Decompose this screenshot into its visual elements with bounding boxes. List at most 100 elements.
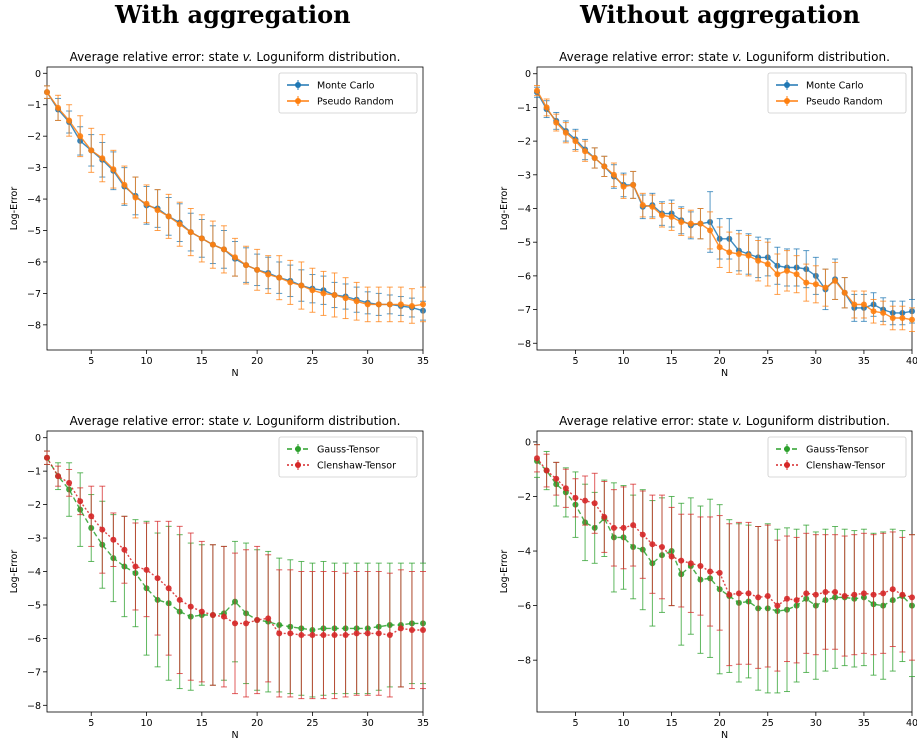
data-point: [143, 200, 150, 207]
y-tick-label: −5: [27, 226, 41, 237]
data-point: [803, 590, 810, 597]
data-point: [154, 207, 161, 214]
legend-marker: [784, 446, 790, 452]
data-point: [331, 632, 338, 639]
left-column-title: With aggregation: [115, 0, 351, 29]
x-tick-label: 10: [617, 356, 629, 367]
legend-marker: [784, 98, 790, 104]
data-point: [668, 213, 675, 220]
x-tick-label: 15: [196, 356, 208, 367]
legend-label: Gauss-Tensor: [317, 445, 379, 456]
chart-panel-bottom-left: Average relative error: state v. Logunif…: [9, 414, 429, 741]
data-point: [320, 290, 327, 297]
data-point: [553, 475, 560, 482]
data-point: [649, 541, 656, 548]
x-tick-label: 30: [362, 356, 374, 367]
data-point: [591, 154, 598, 161]
y-tick-label: −2: [27, 132, 41, 143]
data-point: [726, 591, 733, 598]
x-tick-label: 5: [88, 356, 94, 367]
data-point: [572, 494, 579, 501]
x-tick-label: 10: [140, 356, 152, 367]
x-axis-label: N: [231, 730, 238, 741]
y-tick-label: −6: [27, 634, 41, 645]
data-point: [909, 594, 915, 601]
y-tick-label: −4: [517, 204, 531, 215]
series-pseudo-random: [44, 85, 426, 324]
data-point: [832, 588, 839, 595]
y-tick-label: −8: [27, 320, 41, 331]
data-point: [198, 235, 205, 242]
data-point: [639, 202, 646, 209]
data-point: [899, 591, 906, 598]
data-point: [88, 147, 95, 154]
legend-marker: [295, 98, 301, 104]
data-point: [841, 289, 848, 296]
data-point: [276, 274, 283, 281]
data-point: [774, 271, 781, 278]
data-point: [375, 301, 382, 308]
x-tick-label: 30: [810, 356, 822, 367]
data-point: [132, 563, 139, 570]
y-tick-label: −3: [27, 163, 41, 174]
data-point: [353, 630, 360, 637]
data-point: [408, 302, 415, 309]
data-point: [860, 590, 867, 597]
data-point: [707, 227, 714, 234]
y-tick-label: −1: [27, 467, 41, 478]
data-point: [420, 301, 426, 308]
y-tick-label: −4: [27, 195, 41, 206]
data-point: [55, 473, 62, 480]
legend-box: [767, 436, 907, 478]
data-point: [187, 229, 194, 236]
x-axis-label: N: [721, 730, 728, 741]
x-tick-label: 35: [858, 718, 870, 729]
right-column-title: Without aggregation: [580, 0, 861, 29]
legend-label: Pseudo Random: [317, 97, 394, 108]
data-point: [397, 301, 404, 308]
data-point: [309, 287, 316, 294]
x-tick-label: 30: [362, 718, 374, 729]
y-tick-label: −2: [517, 137, 531, 148]
legend-label: Gauss-Tensor: [806, 445, 868, 456]
data-point: [784, 595, 790, 602]
data-point: [784, 267, 790, 274]
data-point: [812, 591, 819, 598]
data-point: [364, 630, 371, 637]
x-tick-label: 40: [906, 356, 917, 367]
chart-panel-top-right: Average relative error: state v. Logunif…: [499, 50, 917, 379]
data-point: [66, 479, 73, 486]
data-point: [562, 129, 569, 136]
data-point: [659, 543, 665, 550]
x-tick-label: 20: [714, 356, 726, 367]
x-tick-label: 25: [762, 718, 774, 729]
data-point: [909, 316, 915, 323]
data-point: [66, 117, 73, 124]
data-point: [774, 602, 781, 609]
legend-label: Pseudo Random: [806, 97, 883, 108]
series-line: [536, 91, 913, 314]
data-point: [803, 279, 810, 286]
data-point: [77, 133, 84, 140]
data-point: [678, 557, 685, 564]
data-point: [764, 593, 771, 600]
chart-title-part: v.: [243, 414, 253, 428]
chart-panel-bottom-right: Average relative error: state v. Logunif…: [499, 414, 917, 741]
data-point: [99, 526, 106, 533]
x-tick-label: 10: [617, 718, 629, 729]
chart-title-part: Average relative error: state: [70, 50, 243, 64]
x-tick-label: 35: [417, 718, 429, 729]
data-point: [420, 627, 426, 634]
legend-marker: [295, 82, 301, 88]
data-point: [132, 194, 139, 201]
x-tick-label: 20: [251, 718, 263, 729]
data-point: [716, 244, 723, 251]
series-line: [536, 460, 913, 612]
data-point: [687, 220, 694, 227]
data-point: [726, 249, 733, 256]
data-point: [553, 119, 560, 126]
data-point: [408, 627, 415, 634]
y-tick-label: 0: [35, 433, 41, 444]
data-point: [342, 295, 349, 302]
chart-title-part: v.: [243, 50, 253, 64]
